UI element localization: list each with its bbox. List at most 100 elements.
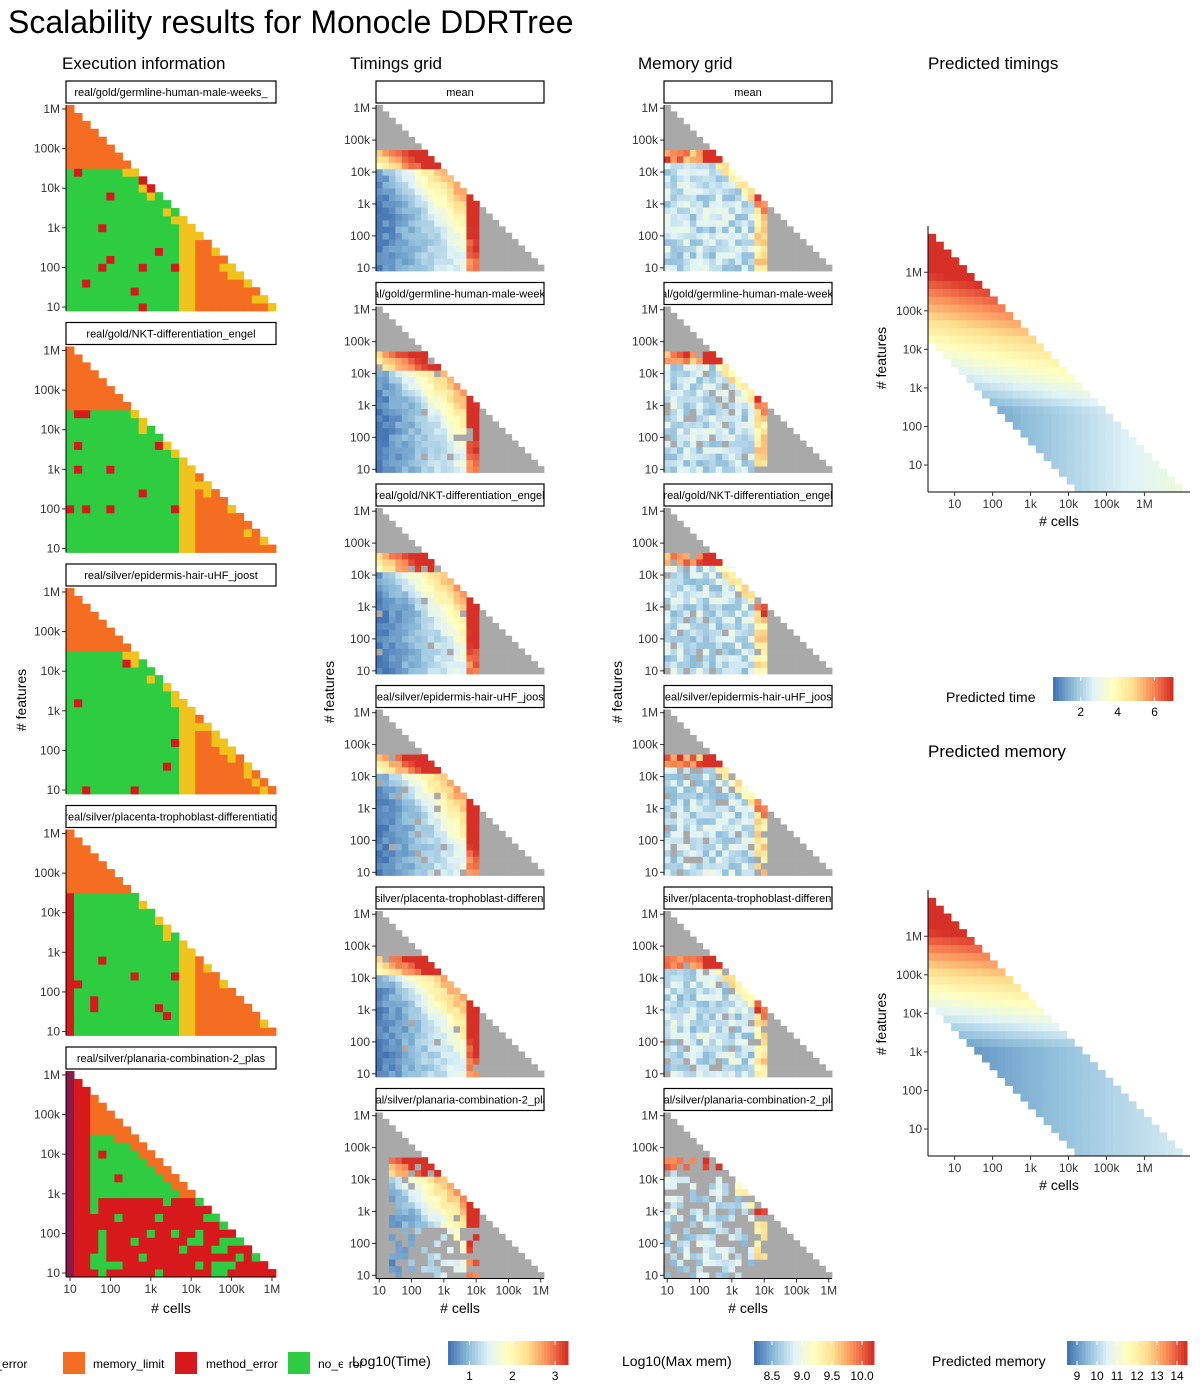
mem-cell [722, 869, 730, 876]
mem-cell [760, 667, 768, 675]
exec-cell [74, 659, 83, 668]
time-cell [382, 622, 390, 630]
time-cell [401, 610, 409, 617]
mem-cell [728, 811, 736, 819]
mem-cell [676, 552, 684, 560]
time-cell [440, 427, 448, 435]
exec-cell [195, 497, 204, 506]
exec-cell [114, 1166, 123, 1175]
time-cell [382, 824, 390, 832]
mem-cell [676, 226, 684, 234]
mem-cell [664, 741, 671, 749]
exec-cell [146, 449, 156, 458]
time-cell [408, 779, 416, 787]
mem-cell [676, 773, 684, 781]
exec-cell [114, 908, 123, 918]
exec-cell [74, 972, 83, 981]
time-cell [505, 251, 513, 259]
time-cell [401, 830, 409, 838]
time-cell [421, 188, 429, 195]
exec-cell [259, 303, 269, 312]
exec-cell [74, 683, 83, 692]
mem-cell [702, 559, 710, 566]
exec-cell [106, 287, 115, 296]
exec-cell [74, 940, 83, 949]
exec-cell [114, 255, 123, 264]
exec-cell [82, 706, 91, 716]
time-cell [388, 862, 396, 870]
exec-cell [122, 1229, 132, 1238]
exec-cell [66, 1142, 75, 1151]
mem-cell [689, 552, 697, 560]
exec-cell [195, 279, 204, 288]
time-cell [434, 811, 442, 819]
exec-cell [90, 200, 99, 209]
mem-cell [689, 258, 697, 266]
mem-cell [676, 786, 684, 793]
time-cell [447, 389, 454, 397]
exec-cell [171, 1221, 180, 1230]
exec-cell [98, 786, 107, 795]
exec-cell [82, 128, 91, 138]
time-cell [505, 869, 513, 876]
time-cell [466, 824, 474, 832]
time-cell [401, 402, 409, 410]
time-cell [395, 200, 403, 208]
exec-cell [146, 184, 156, 193]
exec-cell [82, 995, 91, 1005]
time-cell [537, 667, 545, 675]
time-cell [382, 1064, 390, 1072]
exec-cell [122, 706, 132, 716]
time-cell [388, 1000, 396, 1008]
exec-cell [74, 1110, 83, 1119]
time-cell [479, 408, 487, 416]
exec-cell [138, 504, 148, 514]
time-cell [427, 843, 435, 851]
mem-cell [715, 156, 723, 163]
y-tick-label: 100k [632, 536, 659, 550]
time-cell [388, 603, 396, 611]
time-cell [414, 766, 422, 774]
mem-cell [696, 849, 704, 857]
time-cell [388, 818, 396, 825]
mem-cell [676, 559, 684, 566]
exec-cell [74, 730, 83, 739]
time-cell [401, 962, 409, 969]
exec-cell [130, 754, 140, 763]
time-cell [408, 149, 416, 157]
exec-cell [122, 1221, 132, 1230]
exec-cell [162, 287, 172, 296]
mem-cell [664, 667, 671, 675]
time-cell [414, 264, 422, 272]
time-cell [388, 735, 396, 742]
mem-cell [689, 862, 697, 870]
time-cell [382, 446, 390, 454]
time-cell [401, 188, 409, 195]
mem-cell [709, 869, 717, 876]
time-cell [479, 453, 487, 461]
time-cell [382, 251, 390, 259]
mem-cell [664, 811, 671, 819]
exec-cell [195, 1003, 204, 1013]
time-cell [408, 968, 416, 976]
time-cell [401, 1057, 409, 1065]
time-cell [414, 453, 422, 461]
mem-cell [806, 661, 814, 669]
time-cell [376, 923, 383, 931]
exec-cell [90, 980, 99, 989]
exec-cell [98, 635, 107, 644]
y-tick-label: 100 [40, 502, 60, 516]
exec-cell [82, 473, 91, 482]
time-cell [421, 363, 429, 371]
mem-cell [696, 239, 704, 246]
exec-cell [122, 746, 132, 755]
time-cell [376, 226, 383, 234]
exec-cell [243, 1269, 253, 1278]
mem-cell [735, 440, 742, 448]
exec-cell [98, 386, 107, 395]
mem-cell [754, 245, 762, 253]
mem-cell [689, 648, 697, 656]
mem-cell [767, 667, 775, 675]
time-cell [401, 1038, 409, 1046]
time-cell [382, 591, 390, 598]
